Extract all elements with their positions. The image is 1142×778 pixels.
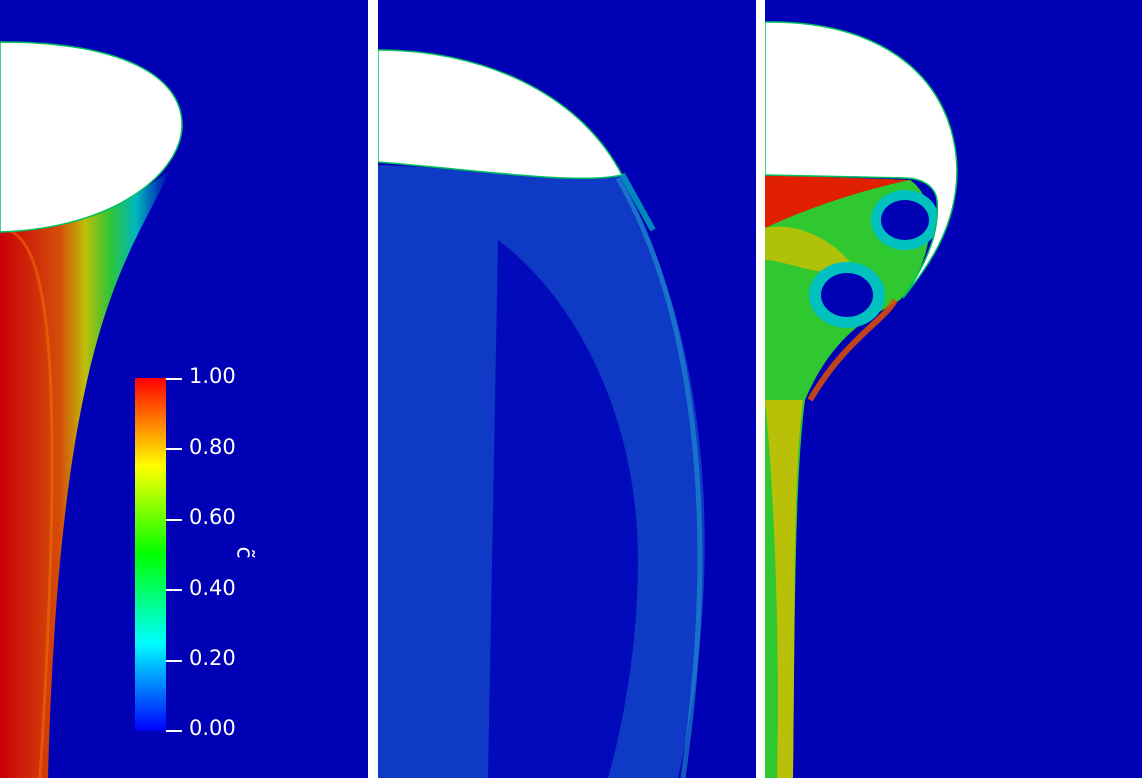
wake-trail [0,170,170,778]
colorbar-tick-label: 0.00 [189,716,236,740]
concentration-field-middle [378,0,756,778]
panel-right [765,0,1142,778]
concentration-field-right [765,0,1142,778]
bubble [0,41,183,233]
colorbar-tick-label: 0.40 [189,576,236,600]
colorbar-tick-label: 0.20 [189,646,236,670]
colorbar-tick-mark [166,589,182,591]
colorbar-tick-label: 0.80 [189,435,236,459]
panel-left: 1.00 0.80 0.60 0.40 0.20 0.00 c̃ [0,0,368,778]
colorbar-tick-mark [166,448,182,450]
colorbar-tick-mark [166,519,182,521]
colorbar-tick-label: 0.60 [189,505,236,529]
panel-middle [378,0,756,778]
colorbar-tick-mark [166,378,182,380]
colorbar [135,378,166,731]
bubble [765,21,958,299]
bubble [378,49,624,180]
concentration-field-left [0,0,368,778]
colorbar-tick-mark [166,660,182,662]
colorbar-title: c̃ [231,546,257,559]
colorbar-tick-label: 1.00 [189,364,236,388]
colorbar-tick-mark [166,730,182,732]
wake-region [765,175,930,778]
